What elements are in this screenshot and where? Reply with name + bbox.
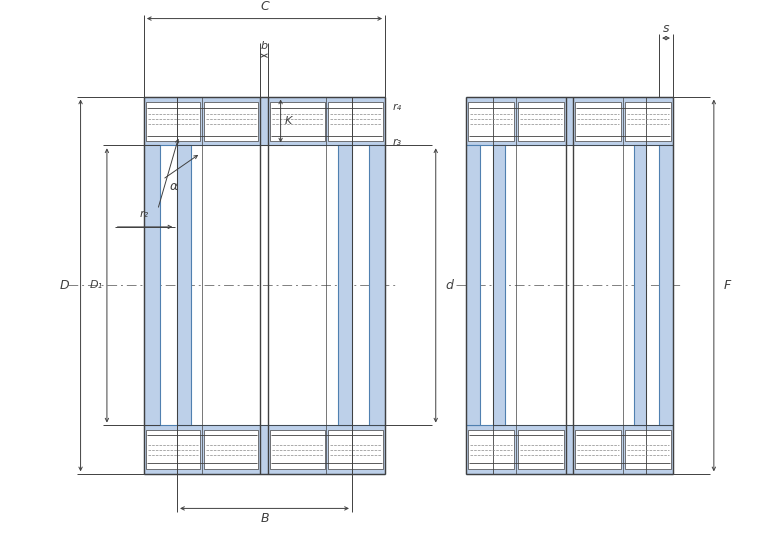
Bar xyxy=(146,101,200,140)
Bar xyxy=(369,145,385,425)
Text: D: D xyxy=(59,279,69,292)
Bar xyxy=(625,101,671,140)
Bar xyxy=(328,101,383,140)
Bar xyxy=(517,430,564,469)
Bar xyxy=(468,430,513,469)
Bar xyxy=(466,425,673,474)
Bar xyxy=(338,145,352,425)
Bar xyxy=(144,425,385,474)
Bar xyxy=(493,145,505,425)
Bar xyxy=(204,101,258,140)
Text: r₄: r₄ xyxy=(392,101,402,112)
Bar xyxy=(575,101,621,140)
Text: C: C xyxy=(260,1,269,14)
Text: B: B xyxy=(260,512,269,525)
Bar xyxy=(517,101,564,140)
Bar xyxy=(468,101,513,140)
Text: α: α xyxy=(170,180,177,193)
Bar xyxy=(177,145,191,425)
Text: F: F xyxy=(724,279,731,292)
Text: D₁: D₁ xyxy=(90,280,103,291)
Text: r₃: r₃ xyxy=(392,138,402,147)
Text: b: b xyxy=(261,41,268,51)
Bar xyxy=(144,96,385,145)
Text: d: d xyxy=(446,279,453,292)
Text: r₂: r₂ xyxy=(140,209,150,219)
Bar xyxy=(466,145,480,425)
Bar xyxy=(328,430,383,469)
Bar xyxy=(270,430,325,469)
Bar xyxy=(270,101,325,140)
Bar xyxy=(659,145,673,425)
Bar xyxy=(466,96,673,145)
Bar xyxy=(204,430,258,469)
Text: K: K xyxy=(284,116,292,126)
Bar xyxy=(575,430,621,469)
Text: s: s xyxy=(663,22,669,35)
Bar xyxy=(146,430,200,469)
Bar xyxy=(625,430,671,469)
Bar xyxy=(634,145,645,425)
Bar xyxy=(144,145,160,425)
